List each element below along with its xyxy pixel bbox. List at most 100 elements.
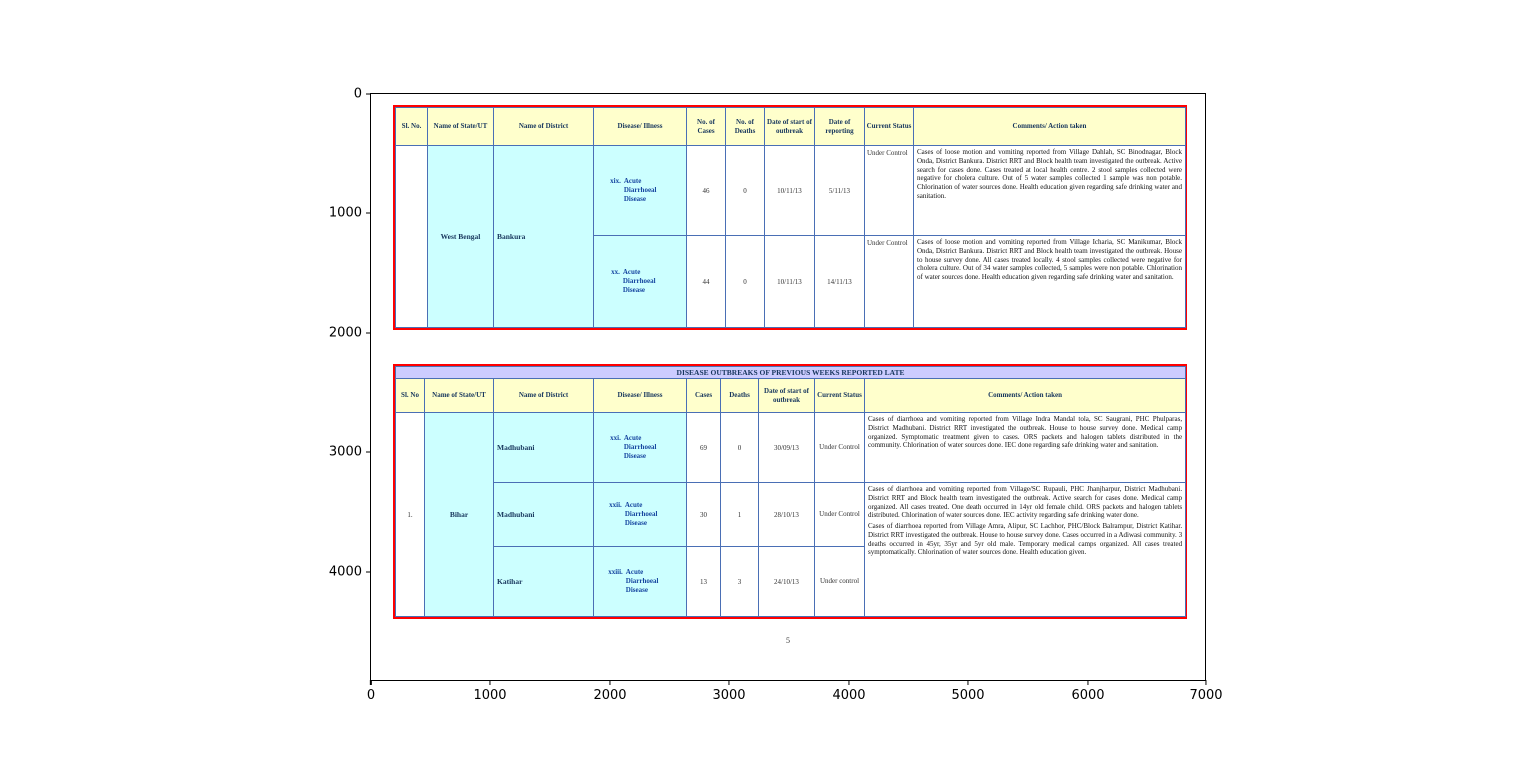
t1-state-cell: West Bengal [427,145,494,328]
t1-header-deaths: No. of Deaths [725,107,765,146]
outbreak-table-frame: Sl. No. Name of State/UT Name of Distric… [393,105,1187,330]
x-tick-4000: 4000 [832,680,866,703]
disease-number: xxiii. [608,568,623,577]
t1-header-reporting-date: Date of reporting [814,107,865,146]
comments-paragraph: Cases of diarrhoea reported from Village… [868,522,1183,557]
t2-header-cases: Cases [686,378,721,413]
plot-area: 0 1000 2000 3000 4000 0 1000 2000 3000 4… [329,87,1223,704]
t2-row3-cases: 13 [686,546,721,617]
disease-label: xxi. Acute Diarrhoeal Disease [595,434,686,460]
x-tick-mark [489,680,491,685]
t1-header-comments: Comments/ Action taken [913,107,1186,146]
t2-header-state: Name of State/UT [424,378,494,413]
disease-name: Acute Diarrhoeal Disease [623,434,657,460]
t2-row3-disease-cell: xxiii. Acute Diarrhoeal Disease [593,546,687,617]
x-tick-label: 4000 [832,688,866,703]
x-tick-mark [609,680,611,685]
x-tick-mark [967,680,969,685]
t2-row2-disease-cell: xxii. Acute Diarrhoeal Disease [593,482,687,547]
y-tick-mark [366,332,371,334]
x-tick-1000: 1000 [473,680,507,703]
t1-row1-disease-cell: xix. Acute Diarrhoeal Disease [593,145,687,236]
t2-row1-district: Madhubani [493,412,594,483]
page-number: 5 [786,636,790,645]
t2-header-status: Current Status [814,378,865,413]
y-tick-3000: 3000 [329,445,371,460]
t1-row2-comments: Cases of loose motion and vomiting repor… [913,235,1186,328]
comments-paragraph: Cases of diarrhoea and vomiting reported… [868,485,1183,520]
x-tick-label: 7000 [1189,688,1223,703]
t1-header-state: Name of State/UT [427,107,494,146]
t2-row2-deaths: 1 [720,482,759,547]
t2-row3-status: Under control [814,546,865,617]
t1-header-status: Current Status [864,107,914,146]
y-tick-label: 0 [353,86,362,102]
x-tick-label: 5000 [951,688,985,703]
disease-number: xix. [610,177,621,186]
table-row: Madhubani xxii. Acute Diarrhoeal Disease… [396,482,1187,617]
t2-row1-status: Under Control [814,412,865,483]
t1-row2-disease-cell: xx. Acute Diarrhoeal Disease [593,235,687,328]
y-tick-label: 2000 [328,325,362,341]
t2-row1-cases: 69 [686,412,721,483]
disease-name: Acute Diarrhoeal Disease [624,501,658,527]
t2-sl-cell: 1. [395,412,425,617]
disease-name: Acute Diarrhoeal Disease [622,268,656,294]
x-tick-mark [728,680,730,685]
t1-row2-cases: 44 [686,235,726,328]
x-tick-2000: 2000 [593,680,627,703]
t1-row1-start-date: 10/11/13 [764,145,815,236]
x-tick-label: 1000 [473,688,507,703]
x-tick-label: 2000 [593,688,627,703]
t2-header-disease: Disease/ Illness [593,378,687,413]
t2-header-deaths: Deaths [720,378,759,413]
y-tick-1000: 1000 [329,206,371,221]
y-tick-label: 1000 [328,205,362,221]
y-tick-label: 4000 [328,564,362,580]
t2-header-comments: Comments/ Action taken [863,378,1187,413]
t2-row2-3-comments: Cases of diarrhoea and vomiting reported… [863,482,1187,617]
y-tick-mark [366,212,371,214]
t1-row2-start-date: 10/11/13 [764,235,815,328]
outbreak-table: Sl. No. Name of State/UT Name of Distric… [395,107,1186,328]
t1-row1-status: Under Control [864,145,914,236]
t2-row3-district: Katihar [493,546,594,617]
x-tick-0: 0 [367,680,375,703]
x-tick-mark [848,680,850,685]
t2-row2-cases: 30 [686,482,721,547]
t2-title-row: DISEASE OUTBREAKS OF PREVIOUS WEEKS REPO… [394,366,1187,379]
t1-header-disease: Disease/ Illness [593,107,687,146]
disease-label: xxiii. Acute Diarrhoeal Disease [595,568,686,594]
t2-header-row: Sl. No Name of State/UT Name of District… [395,378,1187,413]
x-tick-mark [370,680,372,685]
x-tick-label: 3000 [712,688,746,703]
t1-header-row: Sl. No. Name of State/UT Name of Distric… [395,107,1186,146]
t2-row1-comments: Cases of diarrhoea and vomiting reported… [863,412,1187,483]
disease-label: xix. Acute Diarrhoeal Disease [595,177,686,203]
table-row: West Bengal Bankura xix. Acute Diarrhoea… [395,145,1186,328]
t2-header-start-date: Date of start of outbreak [758,378,815,413]
t2-row2-status: Under Control [814,482,865,547]
t1-sl-cell [395,145,428,328]
disease-number: xxi. [610,434,621,443]
t2-row1-start-date: 30/09/13 [758,412,815,483]
t2-row2-start-date: 28/10/13 [758,482,815,547]
t1-header-start-date: Date of start of outbreak [764,107,815,146]
t1-row1-cases: 46 [686,145,726,236]
t2-row3-start-date: 24/10/13 [758,546,815,617]
disease-name: Acute Diarrhoeal Disease [625,568,659,594]
table-row: Katihar xxiii. Acute Diarrhoeal Disease … [396,546,1186,617]
y-tick-mark [366,451,371,453]
x-tick-mark [1205,680,1207,685]
t2-row3-deaths: 3 [720,546,759,617]
t1-header-sl-no: Sl. No. [395,107,428,146]
t1-header-district: Name of District [493,107,594,146]
y-tick-2000: 2000 [329,326,371,341]
x-tick-label: 0 [366,688,376,703]
x-tick-7000: 7000 [1189,680,1223,703]
x-tick-5000: 5000 [951,680,985,703]
t2-state-cell: Bihar [424,412,494,617]
t1-row1-reporting-date: 5/11/13 [814,145,865,236]
x-tick-6000: 6000 [1071,680,1105,703]
